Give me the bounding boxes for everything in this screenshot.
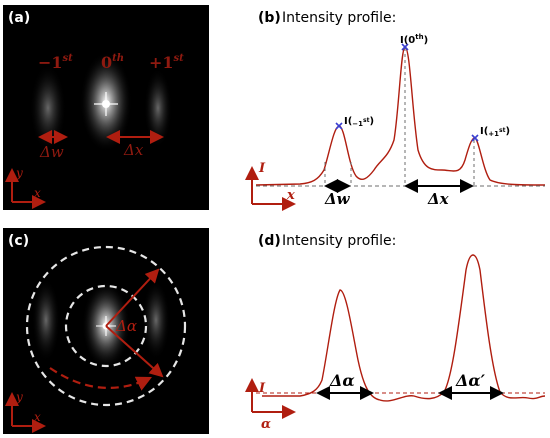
axis-x-label: x: [34, 186, 41, 200]
panel-b-label: (b): [258, 10, 281, 26]
delta-x-label: Δx: [123, 141, 144, 159]
panel-a: (a) −1st 0th +1st Δw Δx y x: [3, 5, 209, 210]
speckle-c-left: [32, 278, 60, 362]
delta-alpha-prime-label: Δα′: [455, 371, 486, 390]
axis-x-b-label: x: [286, 188, 295, 203]
axis-y-label: y: [15, 166, 23, 180]
speckle-plus-first: [144, 68, 172, 148]
order-plus-label: +1st: [149, 53, 184, 72]
axis-i-b-label: I: [258, 161, 266, 176]
delta-alpha-d-label: Δα: [329, 371, 355, 390]
peak-marker-plus: [471, 134, 479, 142]
inner-ring: [64, 284, 148, 368]
panel-a-label: (a): [8, 10, 30, 26]
panel-c-label: (c): [8, 233, 29, 249]
speckle-minus-first: [30, 64, 66, 152]
order-zero-label: 0th: [101, 53, 124, 72]
panel-d-title: Intensity profile:: [282, 233, 396, 249]
peak-marker-zero: [401, 43, 409, 51]
panel-d: (d) Intensity profile: Δα Δα′ I α: [245, 233, 546, 432]
profile-b-curve: [255, 46, 546, 186]
outer-ring: [25, 245, 187, 407]
delta-w-b-label: Δw: [324, 190, 351, 208]
speckle-c-right: [142, 280, 170, 360]
delta-alpha-c-label: Δα: [115, 317, 137, 335]
peak-zero-label: I(0th): [400, 33, 428, 46]
panel-c: Δα (c) y x: [3, 228, 209, 434]
angle-arc-arrow: [49, 367, 152, 391]
axis-alpha-d-label: α: [261, 417, 271, 432]
axis-y-c-label: y: [15, 390, 23, 404]
axis-i-d-label: I: [258, 381, 266, 396]
radial-arrow-up: [105, 268, 160, 327]
peak-minus-label: I(−1st): [344, 116, 374, 128]
profile-d-curve: [262, 254, 546, 402]
radial-arrow-down: [105, 325, 164, 378]
delta-x-b-label: Δx: [427, 190, 450, 208]
panel-b: (b) Intensity profile: I(0th) I(−1st) I(…: [245, 10, 546, 211]
panel-d-label: (d): [258, 233, 281, 249]
panel-b-title: Intensity profile:: [282, 10, 396, 26]
peak-marker-minus: [335, 122, 343, 130]
delta-w-label: Δw: [39, 143, 64, 161]
peak-plus-label: I(+1st): [480, 126, 510, 138]
order-minus-label: −1st: [38, 53, 73, 72]
axis-x-c-label: x: [34, 410, 41, 424]
